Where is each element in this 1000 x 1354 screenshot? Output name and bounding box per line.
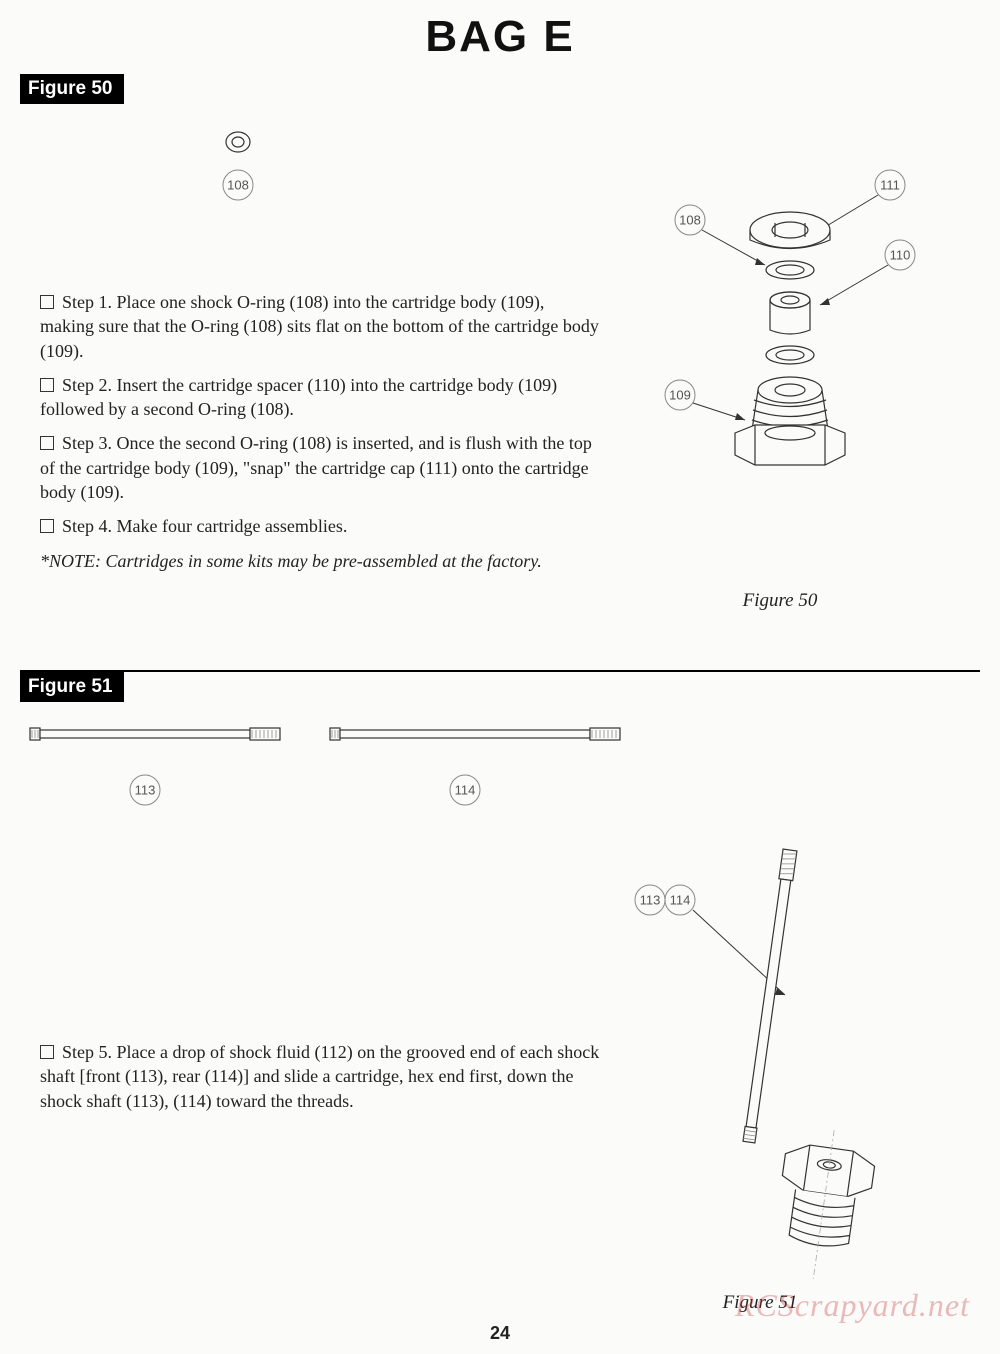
figure50-oring-icons: 108 [110,120,410,230]
figure51-label: Figure 51 [20,672,124,702]
checkbox-icon [40,295,54,309]
callout-110: 110 [890,248,911,263]
figure50-caption: Figure 50 [680,590,880,612]
callout-108: 108 [679,213,701,228]
step-2: Step 2. Insert the cartridge spacer (110… [40,373,600,422]
step-5: Step 5. Place a drop of shock fluid (112… [40,1040,600,1113]
step-3: Step 3. Once the second O-ring (108) is … [40,431,600,504]
callout-114: 114 [670,893,691,908]
page-number: 24 [0,1323,1000,1344]
figure50-steps: Step 1. Place one shock O-ring (108) int… [40,280,600,573]
callout-111: 111 [880,178,900,193]
callout-113: 113 [640,893,661,908]
checkbox-icon [40,378,54,392]
callout-109: 109 [669,388,691,403]
figure50-label: Figure 50 [20,74,124,104]
figure50-section: Figure 50 [20,74,980,104]
figure51-section: Figure 51 [20,672,124,702]
section-divider [20,670,980,672]
page-title: BAG E [0,0,1000,62]
checkbox-icon [40,519,54,533]
checkbox-icon [40,436,54,450]
figure51-shaft-icons: 113 114 [20,710,670,840]
checkbox-icon [40,1045,54,1059]
callout-114-icon: 114 [455,783,476,798]
step-1: Step 1. Place one shock O-ring (108) int… [40,290,600,363]
step-4: Step 4. Make four cartridge assemblies. [40,514,600,538]
figure51-diagram: 113 114 [550,830,930,1310]
figure50-diagram: 111 108 110 109 [580,155,960,575]
callout-108-small: 108 [227,178,249,193]
figure51-steps: Step 5. Place a drop of shock fluid (112… [40,1030,600,1113]
figure50-note: *NOTE: Cartridges in some kits may be pr… [40,549,600,573]
callout-113-icon: 113 [135,783,156,798]
watermark: RCScrapyard.net [735,1287,970,1324]
